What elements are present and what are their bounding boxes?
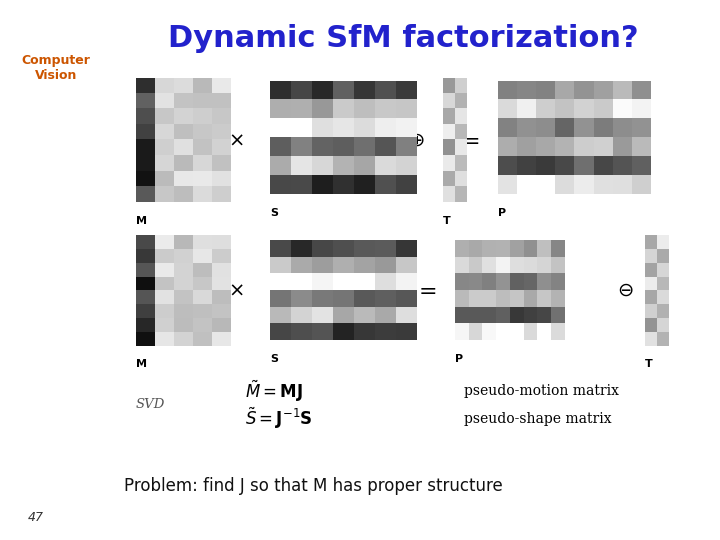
Text: pseudo-motion matrix: pseudo-motion matrix xyxy=(464,384,619,399)
Text: T: T xyxy=(444,216,451,226)
Text: P: P xyxy=(498,208,506,218)
Text: $\oplus$: $\oplus$ xyxy=(408,131,424,150)
Text: $\tilde{M} = \mathbf{M}\mathbf{J}$: $\tilde{M} = \mathbf{M}\mathbf{J}$ xyxy=(246,379,303,404)
Text: M: M xyxy=(136,216,147,226)
Text: S: S xyxy=(270,208,278,218)
Text: $\tilde{S} = \mathbf{J}^{-1}\mathbf{S}$: $\tilde{S} = \mathbf{J}^{-1}\mathbf{S}$ xyxy=(246,406,313,431)
Text: Dynamic SfM factorization?: Dynamic SfM factorization? xyxy=(168,24,639,53)
Text: $=$: $=$ xyxy=(456,130,480,151)
Text: SVD: SVD xyxy=(136,399,166,411)
Text: T: T xyxy=(644,359,652,369)
Text: Computer
Vision: Computer Vision xyxy=(22,54,90,82)
Text: $\times$: $\times$ xyxy=(228,131,244,150)
Text: $\ominus$: $\ominus$ xyxy=(618,281,634,300)
Text: P: P xyxy=(455,354,464,364)
Text: pseudo-shape matrix: pseudo-shape matrix xyxy=(464,411,612,426)
Text: M: M xyxy=(136,359,147,369)
Text: S: S xyxy=(270,354,278,364)
Text: 47: 47 xyxy=(28,511,44,524)
Text: Problem: find J so that M has proper structure: Problem: find J so that M has proper str… xyxy=(124,477,503,495)
Text: $=$: $=$ xyxy=(413,280,436,300)
Text: $\times$: $\times$ xyxy=(228,281,244,300)
